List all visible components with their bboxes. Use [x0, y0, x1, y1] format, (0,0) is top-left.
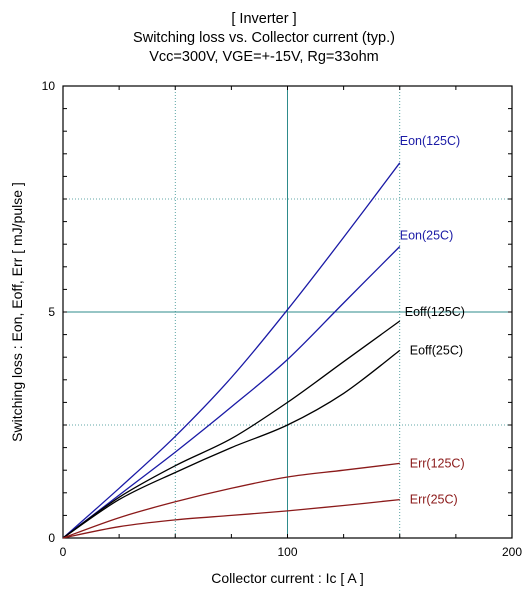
series-line-err-125c: [62, 462, 400, 539]
series-label-eoff-125c: Eoff(125C): [405, 305, 465, 319]
y-tick-label: 10: [42, 79, 56, 93]
series-label-eon-125c: Eon(125C): [400, 134, 460, 148]
series-line-eon-125c: [62, 162, 401, 539]
y-tick-label: 0: [48, 531, 55, 545]
chart-subtitle-2: Vcc=300V, VGE=+-15V, Rg=33ohm: [149, 49, 379, 65]
x-tick-label: 200: [502, 545, 522, 559]
x-tick-label: 100: [277, 545, 297, 559]
series-line-err-25c: [62, 498, 400, 539]
series-line-eoff-125c: [62, 320, 401, 539]
y-tick-label: 5: [48, 305, 55, 319]
series-label-err-125c: Err(125C): [410, 456, 465, 470]
chart-title: [ Inverter ]: [231, 11, 297, 27]
series-label-eoff-25c: Eoff(25C): [410, 343, 463, 357]
series-line-eon-25c: [62, 246, 401, 539]
series-line-eoff-25c: [62, 349, 401, 539]
x-axis-label: Collector current : Ic [ A ]: [211, 570, 364, 586]
y-axis-label: Switching loss : Eon, Eoff, Err [ mJ/pul…: [9, 182, 25, 442]
x-tick-label: 0: [60, 545, 67, 559]
series-label-eon-25c: Eon(25C): [400, 228, 454, 242]
chart-subtitle-1: Switching loss vs. Collector current (ty…: [133, 30, 395, 46]
series-label-err-25c: Err(25C): [410, 493, 458, 507]
